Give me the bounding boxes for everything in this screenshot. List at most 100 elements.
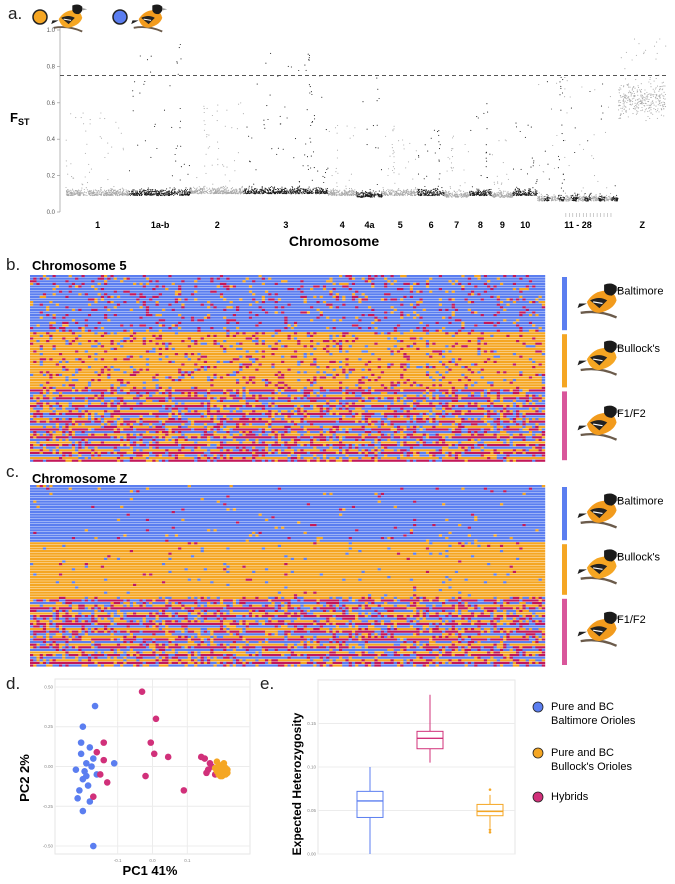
genotype-run (178, 293, 182, 296)
fst-point (208, 191, 210, 193)
fst-point (111, 189, 113, 191)
fst-point (646, 98, 648, 100)
fst-point (166, 194, 168, 196)
fst-point (250, 192, 252, 194)
fst-point (428, 194, 430, 196)
fst-point (439, 190, 441, 193)
fst-point (241, 187, 243, 189)
genotype-run (451, 280, 456, 283)
fst-point (72, 189, 74, 191)
genotype-run (403, 295, 407, 298)
fst-point (305, 143, 307, 145)
fst-point (664, 85, 666, 87)
genotype-run (364, 277, 369, 280)
fst-point (391, 143, 393, 146)
genotype-run (422, 301, 468, 304)
genotype-run (107, 295, 111, 298)
fst-point (630, 104, 632, 106)
fst-point (254, 188, 256, 190)
fst-point (518, 189, 520, 191)
fst-point (392, 129, 394, 131)
genotype-run (458, 280, 488, 283)
fst-point (659, 86, 661, 88)
fst-point (253, 189, 256, 191)
fst-point (393, 125, 395, 127)
fst-point (217, 158, 219, 160)
fst-point (394, 182, 396, 184)
fst-point (296, 190, 298, 192)
fst-point (437, 193, 440, 196)
fst-point (498, 140, 500, 142)
genotype-run (425, 308, 439, 311)
fst-point (415, 187, 417, 189)
fst-point (550, 196, 552, 198)
fst-point (129, 193, 131, 195)
fst-point (649, 110, 651, 112)
fst-point (319, 187, 321, 189)
genotype-run (522, 290, 546, 293)
fst-point (600, 105, 603, 107)
genotype-run (483, 275, 488, 278)
fst-point (444, 194, 446, 196)
fst-point (486, 189, 488, 191)
fst-point (640, 110, 642, 112)
genotype-run (371, 306, 391, 309)
genotype-run (229, 285, 233, 288)
fst-point (445, 191, 447, 193)
fst-point (585, 200, 587, 202)
fst-point (659, 105, 661, 107)
fst-point (410, 192, 413, 195)
fst-point (87, 192, 90, 194)
fst-point (546, 198, 548, 200)
fst-point (563, 199, 565, 201)
fst-point (552, 144, 554, 147)
fst-point (270, 189, 272, 191)
fst-point (497, 195, 499, 197)
fst-point (226, 192, 228, 194)
fst-point (263, 124, 265, 126)
fst-point (154, 190, 156, 192)
fst-point (82, 112, 84, 114)
fst-point (164, 193, 166, 195)
fst-point (431, 192, 433, 194)
genotype-run (171, 303, 182, 306)
fst-point (372, 190, 374, 192)
genotype-run (335, 306, 340, 309)
genotype-run (342, 275, 346, 278)
genotype-run (300, 290, 304, 293)
genotype-run (100, 295, 105, 298)
fst-point (613, 196, 615, 198)
fst-point (237, 152, 239, 154)
fst-point (567, 199, 569, 201)
fst-point (132, 90, 134, 92)
genotype-run (384, 285, 388, 288)
fst-point (541, 197, 543, 199)
fst-point (598, 195, 600, 197)
fst-point (533, 194, 535, 196)
genotype-run (97, 308, 108, 311)
fst-point (92, 194, 95, 196)
fst-point (456, 191, 458, 193)
fst-point (638, 43, 640, 45)
fst-point (169, 187, 171, 189)
fst-point (442, 190, 444, 192)
fst-point (245, 188, 248, 190)
genotype-run (512, 301, 517, 304)
fst-point (84, 176, 86, 178)
fst-point (439, 173, 441, 175)
genotype-run (94, 285, 143, 288)
fst-point (214, 192, 217, 195)
fst-point (511, 195, 513, 197)
fst-point (368, 195, 370, 197)
fst-point (492, 194, 494, 196)
fst-point (269, 186, 272, 188)
fst-point (507, 193, 509, 195)
fst-point (135, 192, 137, 194)
fst-point (194, 187, 196, 190)
fst-point (565, 199, 567, 201)
genotype-run (136, 298, 140, 301)
genotype-run (419, 282, 427, 285)
fst-point (180, 166, 182, 168)
genotype-run (493, 285, 497, 288)
fst-point (364, 192, 366, 194)
